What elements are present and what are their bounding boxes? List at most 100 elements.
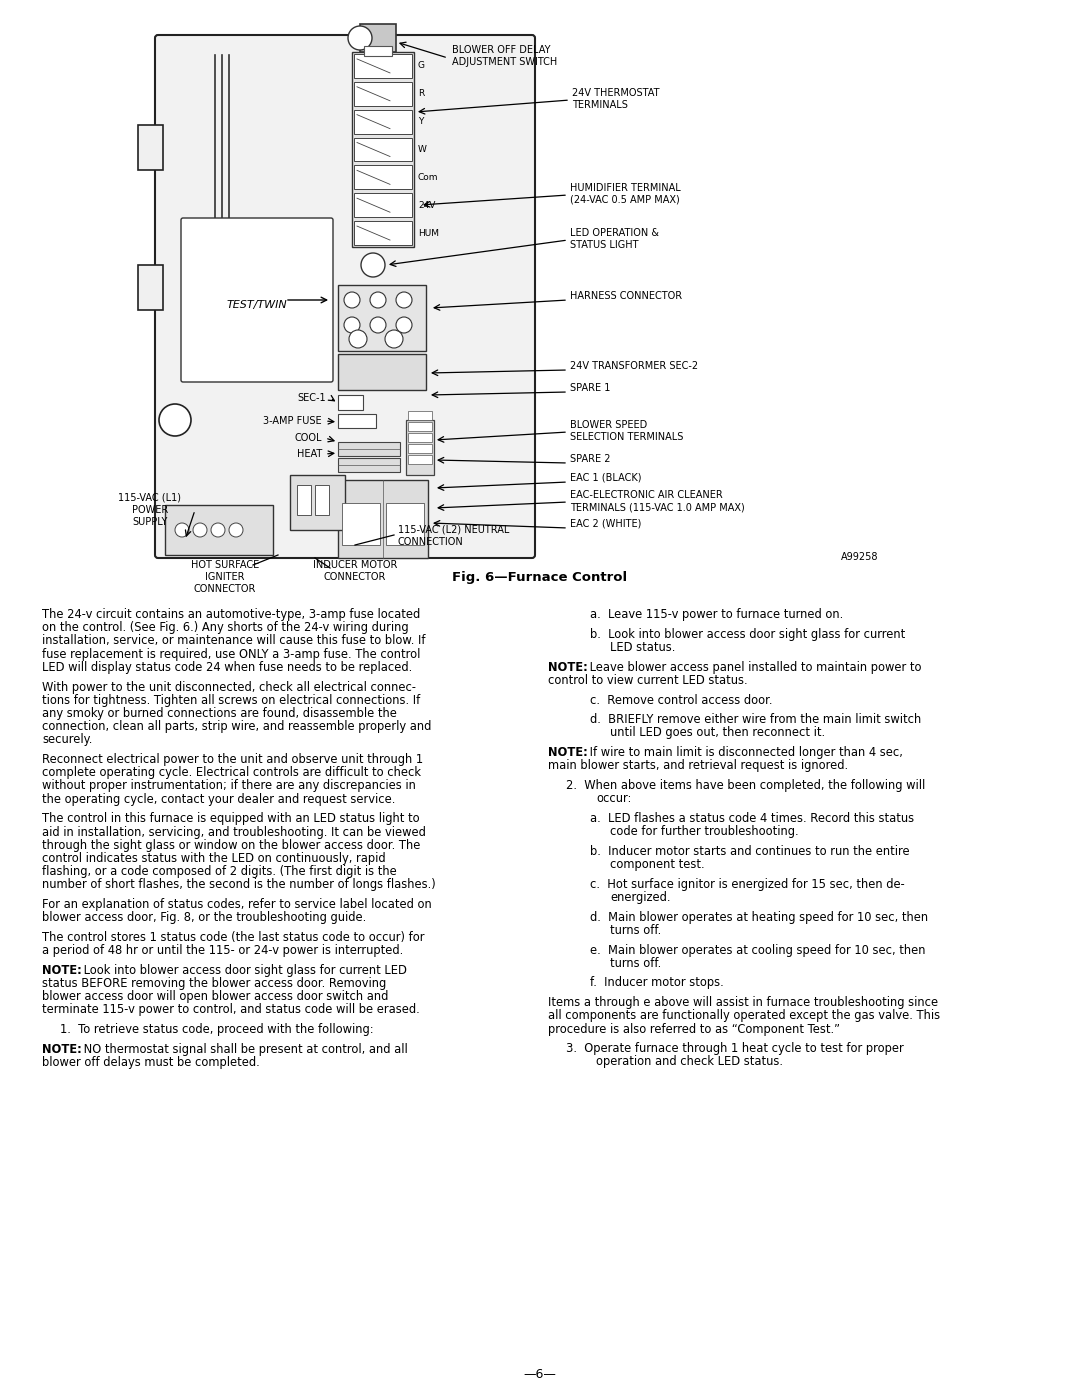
Text: 3.  Operate furnace through 1 heat cycle to test for proper: 3. Operate furnace through 1 heat cycle … xyxy=(566,1042,904,1055)
Text: SUPPLY: SUPPLY xyxy=(133,517,167,527)
Text: blower off delays must be completed.: blower off delays must be completed. xyxy=(42,1056,260,1069)
Text: 24V TRANSFORMER SEC-2: 24V TRANSFORMER SEC-2 xyxy=(570,360,698,372)
Text: e.  Main blower operates at cooling speed for 10 sec, then: e. Main blower operates at cooling speed… xyxy=(590,943,926,957)
Text: number of short flashes, the second is the number of longs flashes.): number of short flashes, the second is t… xyxy=(42,879,435,891)
Text: SEC-1: SEC-1 xyxy=(297,393,326,402)
Text: IGNITER: IGNITER xyxy=(205,571,245,583)
Text: all components are functionally operated except the gas valve. This: all components are functionally operated… xyxy=(548,1009,940,1023)
Circle shape xyxy=(396,292,411,307)
Bar xyxy=(408,444,432,453)
Text: turns off.: turns off. xyxy=(610,923,661,937)
Text: 2.  When above items have been completed, the following will: 2. When above items have been completed,… xyxy=(566,780,926,792)
Text: POWER: POWER xyxy=(132,504,168,515)
Text: installation, service, or maintenance will cause this fuse to blow. If: installation, service, or maintenance wi… xyxy=(42,634,426,647)
Text: terminate 115-v power to control, and status code will be erased.: terminate 115-v power to control, and st… xyxy=(42,1003,420,1017)
Bar xyxy=(354,137,411,162)
Text: SPARE 1: SPARE 1 xyxy=(570,383,610,393)
Bar xyxy=(338,481,428,557)
Text: COOL: COOL xyxy=(295,433,322,443)
Text: LED status.: LED status. xyxy=(610,641,675,654)
Text: occur:: occur: xyxy=(596,792,632,805)
Text: 1.  To retrieve status code, proceed with the following:: 1. To retrieve status code, proceed with… xyxy=(60,1023,374,1037)
Bar xyxy=(338,414,376,427)
Text: SPARE 2: SPARE 2 xyxy=(570,454,610,464)
Text: With power to the unit disconnected, check all electrical connec-: With power to the unit disconnected, che… xyxy=(42,680,416,693)
Circle shape xyxy=(229,522,243,536)
Bar xyxy=(386,503,424,545)
Text: STATUS LIGHT: STATUS LIGHT xyxy=(570,240,638,250)
Text: NO thermostat signal shall be present at control, and all: NO thermostat signal shall be present at… xyxy=(80,1042,408,1056)
Bar xyxy=(406,420,434,475)
Text: EAC 1 (BLACK): EAC 1 (BLACK) xyxy=(570,474,642,483)
Text: HUM: HUM xyxy=(418,229,438,237)
Text: —6—: —6— xyxy=(524,1369,556,1382)
Text: HARNESS CONNECTOR: HARNESS CONNECTOR xyxy=(570,291,683,300)
Text: turns off.: turns off. xyxy=(610,957,661,970)
Bar xyxy=(408,422,432,432)
Bar xyxy=(408,411,432,420)
Bar xyxy=(354,82,411,106)
Bar xyxy=(297,485,311,515)
Text: INDUCER MOTOR: INDUCER MOTOR xyxy=(313,560,397,570)
Circle shape xyxy=(159,404,191,436)
Text: EAC 2 (WHITE): EAC 2 (WHITE) xyxy=(570,520,642,529)
Text: BLOWER SPEED: BLOWER SPEED xyxy=(570,420,647,430)
Text: control indicates status with the LED on continuously, rapid: control indicates status with the LED on… xyxy=(42,852,386,865)
Text: LED OPERATION &: LED OPERATION & xyxy=(570,228,659,237)
Text: complete operating cycle. Electrical controls are difficult to check: complete operating cycle. Electrical con… xyxy=(42,766,421,780)
Text: a.  Leave 115-v power to furnace turned on.: a. Leave 115-v power to furnace turned o… xyxy=(590,608,843,622)
Text: W: W xyxy=(418,145,427,154)
Bar xyxy=(338,441,400,455)
Text: blower access door will open blower access door switch and: blower access door will open blower acce… xyxy=(42,990,389,1003)
Text: 24V THERMOSTAT: 24V THERMOSTAT xyxy=(572,88,660,98)
Text: Reconnect electrical power to the unit and observe unit through 1: Reconnect electrical power to the unit a… xyxy=(42,753,423,766)
Bar xyxy=(338,285,426,351)
Text: LED will display status code 24 when fuse needs to be replaced.: LED will display status code 24 when fus… xyxy=(42,661,413,673)
Bar xyxy=(165,504,273,555)
Text: NOTE:: NOTE: xyxy=(548,661,588,673)
Text: 3-AMP FUSE: 3-AMP FUSE xyxy=(264,416,322,426)
Circle shape xyxy=(361,253,384,277)
Text: a period of 48 hr or until the 115- or 24-v power is interrupted.: a period of 48 hr or until the 115- or 2… xyxy=(42,944,403,957)
Bar xyxy=(352,52,414,247)
Text: CONNECTOR: CONNECTOR xyxy=(193,584,256,594)
Bar xyxy=(138,265,163,310)
Text: If wire to main limit is disconnected longer than 4 sec,: If wire to main limit is disconnected lo… xyxy=(586,746,903,759)
Text: NOTE:: NOTE: xyxy=(548,746,588,759)
Text: TEST/TWIN: TEST/TWIN xyxy=(227,300,287,310)
Text: until LED goes out, then reconnect it.: until LED goes out, then reconnect it. xyxy=(610,726,825,739)
Text: BLOWER OFF DELAY: BLOWER OFF DELAY xyxy=(453,45,551,54)
Text: status BEFORE removing the blower access door. Removing: status BEFORE removing the blower access… xyxy=(42,977,387,990)
Text: 24V: 24V xyxy=(418,201,435,210)
Text: any smoky or burned connections are found, disassemble the: any smoky or burned connections are foun… xyxy=(42,707,396,719)
Text: HEAT: HEAT xyxy=(297,448,322,460)
Text: flashing, or a code composed of 2 digits. (The first digit is the: flashing, or a code composed of 2 digits… xyxy=(42,865,396,879)
Text: SELECTION TERMINALS: SELECTION TERMINALS xyxy=(570,432,684,441)
Text: (24-VAC 0.5 AMP MAX): (24-VAC 0.5 AMP MAX) xyxy=(570,196,679,205)
Circle shape xyxy=(370,292,386,307)
Bar xyxy=(354,110,411,134)
Text: Com: Com xyxy=(418,173,438,182)
Circle shape xyxy=(175,522,189,536)
FancyBboxPatch shape xyxy=(181,218,333,381)
Text: CONNECTION: CONNECTION xyxy=(399,536,463,548)
Bar xyxy=(364,46,392,56)
Bar xyxy=(408,455,432,464)
Bar xyxy=(354,165,411,189)
Bar xyxy=(291,475,345,529)
Bar xyxy=(338,353,426,390)
Circle shape xyxy=(193,522,207,536)
Text: securely.: securely. xyxy=(42,733,93,746)
Bar xyxy=(138,124,163,170)
Bar xyxy=(338,458,400,472)
Text: For an explanation of status codes, refer to service label located on: For an explanation of status codes, refe… xyxy=(42,898,432,911)
Text: A99258: A99258 xyxy=(840,552,878,562)
Text: f.  Inducer motor stops.: f. Inducer motor stops. xyxy=(590,977,724,989)
Bar xyxy=(342,503,380,545)
Text: without proper instrumentation; if there are any discrepancies in: without proper instrumentation; if there… xyxy=(42,780,416,792)
Circle shape xyxy=(345,317,360,332)
Text: Look into blower access door sight glass for current LED: Look into blower access door sight glass… xyxy=(80,964,407,977)
Text: component test.: component test. xyxy=(610,858,704,870)
Circle shape xyxy=(396,317,411,332)
Circle shape xyxy=(349,330,367,348)
